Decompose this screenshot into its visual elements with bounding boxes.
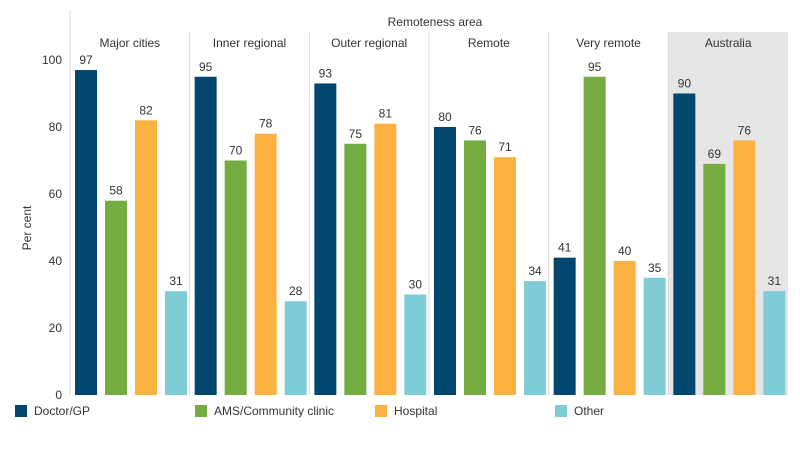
data-label: 71 (498, 140, 512, 154)
y-axis-label: Per cent (20, 205, 34, 250)
y-tick-label: 60 (49, 187, 63, 201)
category-label: Remote (468, 36, 510, 50)
bar (344, 143, 367, 395)
data-label: 76 (738, 123, 752, 137)
bar (314, 83, 337, 395)
data-label: 35 (648, 261, 662, 275)
bar (105, 200, 127, 395)
category-label: Very remote (576, 36, 641, 50)
legend-swatch (555, 405, 567, 417)
bar (75, 70, 97, 396)
data-label: 69 (708, 147, 722, 161)
legend-item: Hospital (375, 404, 437, 418)
y-tick-label: 80 (49, 120, 63, 134)
data-label: 40 (618, 244, 632, 258)
legend-swatch (15, 405, 27, 417)
bar (224, 160, 247, 395)
bar (763, 291, 786, 395)
category-label: Australia (705, 36, 752, 50)
data-label: 31 (169, 274, 183, 288)
data-label: 31 (768, 274, 782, 288)
legend-label: Other (574, 404, 605, 418)
data-label: 41 (558, 241, 572, 255)
value-labels: 97 58 82 31 95 70 78 28 93 75 81 30 80 76 71 34 41 95 40 35… (79, 53, 781, 298)
legend-item: AMS/Community clinic (195, 404, 334, 418)
bar (553, 257, 576, 395)
bar (494, 157, 516, 395)
bar (434, 127, 456, 395)
bar (464, 140, 486, 395)
legend-label: AMS/Community clinic (214, 404, 335, 418)
data-label: 28 (289, 284, 303, 298)
bar (613, 261, 636, 395)
data-label: 97 (79, 53, 93, 67)
data-label: 81 (379, 107, 393, 121)
chart-title: Remoteness area (388, 15, 483, 29)
category-label: Major cities (99, 36, 160, 50)
legend-label: Hospital (394, 404, 438, 418)
data-label: 80 (438, 110, 452, 124)
bar (673, 93, 696, 395)
bar (643, 277, 666, 395)
bars (75, 70, 786, 396)
category-labels: Major cities Inner regional Outer regional… (99, 36, 751, 50)
legend-swatch (375, 405, 387, 417)
data-label: 75 (349, 127, 363, 141)
data-label: 95 (588, 60, 602, 74)
legend: Doctor/GP AMS/Community clinic Hospital Oth… (0, 402, 800, 426)
bar (254, 133, 277, 395)
data-label: 82 (139, 103, 153, 117)
panel-dividers (69, 10, 669, 395)
bar (703, 163, 726, 395)
data-label: 78 (259, 117, 273, 131)
data-label: 58 (109, 184, 123, 198)
data-label: 34 (528, 264, 542, 278)
data-label: 30 (409, 278, 423, 292)
y-tick-label: 40 (49, 254, 63, 268)
legend-label: Doctor/GP (34, 404, 91, 418)
y-tick-label: 0 (55, 388, 62, 402)
data-label: 70 (229, 144, 243, 158)
bar (194, 76, 217, 395)
bar (284, 301, 307, 395)
y-tick-label: 20 (49, 321, 63, 335)
bar (733, 140, 756, 395)
y-tick-label: 100 (42, 53, 62, 67)
category-label: Inner regional (213, 36, 286, 50)
bar (404, 294, 427, 395)
bar (165, 291, 187, 395)
bar (135, 120, 157, 396)
bar (524, 281, 546, 395)
legend-swatch (195, 405, 207, 417)
legend-item: Doctor/GP (15, 404, 90, 418)
data-label: 76 (468, 123, 482, 137)
bar (374, 123, 397, 396)
data-label: 95 (199, 60, 213, 74)
category-label: Outer regional (331, 36, 407, 50)
data-label: 90 (678, 77, 692, 91)
y-axis: 0 20 40 60 80 100 (42, 53, 62, 402)
legend-item: Other (555, 404, 604, 418)
bar (583, 76, 606, 395)
data-label: 93 (319, 66, 333, 80)
